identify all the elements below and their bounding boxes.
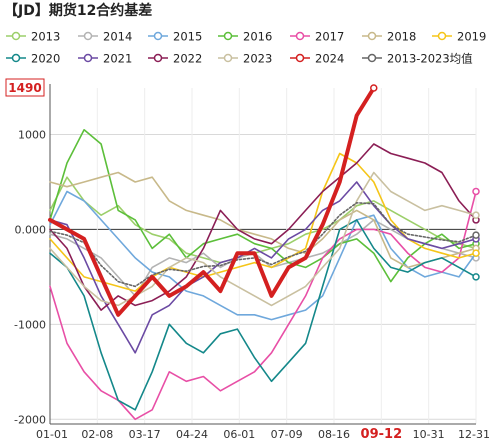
series-end-point xyxy=(472,187,480,196)
legend-item[interactable]: 2023 xyxy=(218,52,272,66)
legend-item[interactable]: 2021 xyxy=(78,52,132,66)
legend-marker-icon xyxy=(83,31,93,41)
series-end-point xyxy=(370,84,378,92)
x-tick-label: 07-09 xyxy=(271,428,303,441)
plot-area xyxy=(48,84,480,421)
legend-marker-icon xyxy=(153,53,163,63)
legend-item[interactable]: 2020 xyxy=(6,52,60,66)
legend-item[interactable]: 2018 xyxy=(362,30,416,44)
chart-legend: 2013 2014 2015 2016 2017 2018 2019 2020 2021 2022… xyxy=(6,30,486,66)
max-value-label: 1490 xyxy=(8,81,41,95)
x-tick-label: 04-24 xyxy=(176,428,208,441)
legend-label: 2014 xyxy=(103,30,132,44)
series-line xyxy=(49,202,477,288)
legend-marker-icon xyxy=(11,53,21,63)
legend-label: 2018 xyxy=(387,30,416,44)
series-end-point xyxy=(472,273,480,281)
legend-label: 2013-2023均值 xyxy=(387,52,473,66)
legend-item[interactable]: 2024 xyxy=(290,52,344,66)
series-line xyxy=(49,171,477,269)
y-tick-label: -1000 xyxy=(14,318,46,331)
legend-label: 2015 xyxy=(173,30,202,44)
series-line xyxy=(49,190,477,321)
legend-marker-icon xyxy=(223,31,233,41)
legend-marker-icon xyxy=(295,53,305,63)
series-end-point xyxy=(472,249,480,257)
axis-labels: 1000 0.000 -1000 -2000 1490 01-01 02-08 03-17 04… xyxy=(5,78,490,442)
legend-item[interactable]: 2013-2023均值 xyxy=(362,52,473,66)
legend-label: 2019 xyxy=(457,30,486,44)
legend-label: 2023 xyxy=(243,52,272,66)
legend-marker-icon xyxy=(367,31,377,41)
legend-marker-icon xyxy=(83,53,93,63)
legend-label: 2024 xyxy=(315,52,344,66)
legend-item[interactable]: 2019 xyxy=(432,30,486,44)
y-tick-label: -2000 xyxy=(14,413,46,426)
x-tick-label: 12-31 xyxy=(458,428,490,441)
legend-marker-icon xyxy=(367,53,377,63)
legend-marker-icon xyxy=(295,31,305,41)
legend-item[interactable]: 2015 xyxy=(148,30,202,44)
y-tick-label: 1000 xyxy=(18,129,46,142)
legend-marker-icon xyxy=(153,31,163,41)
legend-label: 2013 xyxy=(31,30,60,44)
series-line xyxy=(48,86,376,317)
series-line xyxy=(49,181,477,354)
legend-marker-icon xyxy=(11,31,21,41)
max-value-badge xyxy=(5,78,45,97)
legend-label: 2022 xyxy=(173,52,202,66)
series-line xyxy=(49,190,477,421)
legend-label: 2016 xyxy=(243,30,272,44)
legend-item[interactable]: 2022 xyxy=(148,52,202,66)
series-line xyxy=(49,176,477,264)
y-tick-label: 0.000 xyxy=(15,223,47,236)
series-line xyxy=(49,129,477,283)
x-tick-label: 08-16 xyxy=(318,428,350,441)
legend-item[interactable]: 2017 xyxy=(290,30,344,44)
x-tick-label: 01-01 xyxy=(36,428,68,441)
x-tick-label: 03-17 xyxy=(129,428,161,441)
legend-item[interactable]: 2013 xyxy=(6,30,60,44)
x-tick-label: 10-31 xyxy=(413,428,445,441)
series-line xyxy=(49,219,477,411)
legend-item[interactable]: 2016 xyxy=(218,30,272,44)
legend-marker-icon xyxy=(437,31,447,41)
chart-title: 【JD】期货12合约基差 xyxy=(4,2,152,19)
x-tick-label: 06-01 xyxy=(223,428,255,441)
legend-label: 2017 xyxy=(315,30,344,44)
legend-label: 2020 xyxy=(31,52,60,66)
series-end-point xyxy=(472,231,480,239)
series-end-point xyxy=(472,211,480,219)
legend-marker-icon xyxy=(223,53,233,63)
legend-item[interactable]: 2014 xyxy=(78,30,132,44)
x-tick-label: 02-08 xyxy=(81,428,113,441)
series-line xyxy=(49,171,477,307)
x-tick-label-highlight: 09-12 xyxy=(361,427,403,442)
legend-label: 2021 xyxy=(103,52,132,66)
series-line xyxy=(49,143,477,311)
